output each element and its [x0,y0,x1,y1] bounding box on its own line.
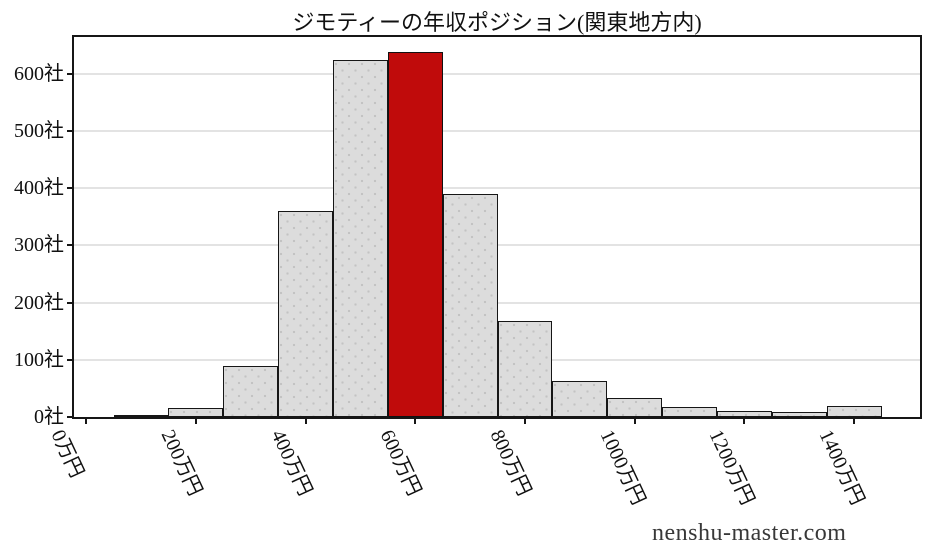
y-tick-label-200: 200社 [14,291,64,314]
histogram-bar-300万円 [223,365,279,417]
gridline-400 [74,187,920,190]
x-tick-label-1400: 1400万円 [814,426,869,509]
y-tick-500 [67,129,72,132]
histogram-bar-400万円 [278,210,333,417]
x-tick-1000 [633,419,636,424]
histogram-bar-1000万円 [607,398,663,417]
histogram-bar-900万円 [552,380,608,417]
y-tick-label-0: 0社 [34,406,64,428]
x-tick-800 [523,419,526,424]
histogram-bar-800万円 [497,320,553,417]
histogram-bar-500万円 [332,59,388,417]
gridline-600 [74,72,920,75]
y-tick-label-300: 300社 [14,234,64,257]
highlighted-bar-600万円 [387,51,443,417]
y-tick-400 [67,187,72,190]
histogram-bar-1400万円 [826,405,882,417]
y-tick-0 [67,416,72,418]
histogram-bar-200万円 [168,408,224,417]
x-tick-400 [304,419,307,424]
x-tick-0 [85,419,88,424]
y-tick-label-100: 100社 [14,348,64,371]
x-tick-1400 [853,419,856,424]
y-tick-label-600: 600社 [14,62,64,85]
y-tick-300 [67,244,72,247]
x-tick-200 [194,419,197,424]
x-tick-label-400: 400万円 [266,426,316,500]
y-tick-label-500: 500社 [14,119,64,142]
x-tick-label-800: 800万円 [485,426,536,500]
x-tick-label-600: 600万円 [375,426,426,500]
histogram-bar-1100万円 [662,406,717,417]
x-tick-label-200: 200万円 [156,426,206,500]
chart-title: ジモティーの年収ポジション(関東地方内) [292,10,702,35]
x-tick-600 [414,419,417,424]
x-tick-1200 [743,419,746,424]
histogram-bar-100万円 [113,415,169,417]
y-tick-label-400: 400社 [14,177,64,200]
y-tick-100 [67,358,72,361]
y-tick-200 [67,301,72,304]
x-tick-label-1000: 1000万円 [595,426,650,509]
gridline-500 [74,129,920,132]
x-tick-label-1200: 1200万円 [705,426,759,509]
histogram-bar-1300万円 [771,411,827,417]
y-tick-600 [67,72,72,75]
plot-area [72,35,922,419]
x-tick-label-0: 0万円 [46,426,88,482]
histogram-bar-1200万円 [717,410,772,417]
watermark: nenshu-master.com [652,520,847,546]
histogram-bar-700万円 [442,193,498,417]
